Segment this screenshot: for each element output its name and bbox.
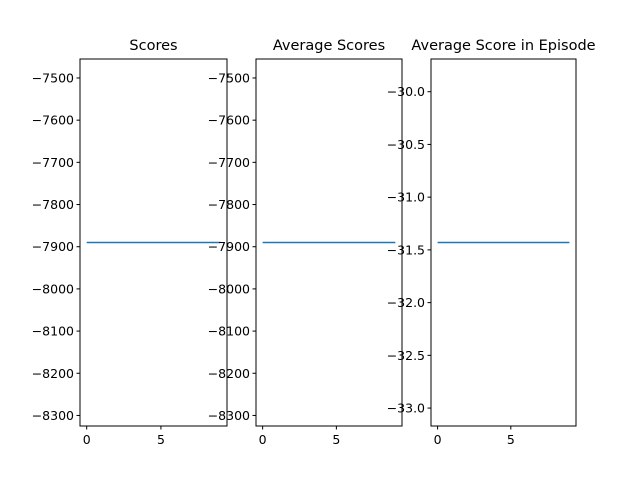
y-tick-label: −8100 [208,324,250,339]
chart-panel-1: −8300 −8200 −8100 −8000 −7900 −7800 −7700 −7600… [32,38,228,447]
y-tick-label: −8000 [208,281,250,296]
x-tick-label: 5 [507,432,515,447]
y-tick-label: −7800 [32,197,74,212]
y-tick-label: −8100 [32,324,74,339]
chart-panel-2: −8300 −8200 −8100 −8000 −7900 −7800 −7700 −7600… [208,38,403,447]
y-tick-label: −33.0 [387,401,425,416]
axes-frame [255,58,403,427]
y-tick-label: −8200 [208,366,250,381]
y-tick-label: −30.0 [387,84,425,99]
y-tick-label: −7900 [32,239,74,254]
y-tick-label: −32.5 [387,348,425,363]
axes-frame [79,58,228,427]
y-tick-label: −30.5 [387,137,425,152]
y-tick-label: −8300 [208,408,250,423]
y-tick-label: −7600 [208,113,250,128]
chart-panel-3: −33.0 −32.5 −32.0 −31.5 −31.0 −30.5 −30.0 0 5 Ave… [387,38,596,447]
y-tick-label: −7500 [208,70,250,85]
chart-title: Average Scores [273,38,385,54]
y-tick-label: −31.5 [387,242,425,257]
axes-frame [430,58,577,427]
x-tick-label: 0 [259,432,267,447]
y-tick-label: −8300 [32,408,74,423]
y-tick-label: −31.0 [387,190,425,205]
x-tick-label: 0 [434,432,442,447]
y-tick-label: −7600 [32,113,74,128]
x-tick-label: 5 [332,432,340,447]
chart-title: Average Score in Episode [411,38,595,54]
x-tick-label: 0 [83,432,91,447]
y-tick-label: −8200 [32,366,74,381]
x-tick-label: 5 [157,432,165,447]
y-tick-label: −32.0 [387,295,425,310]
y-tick-label: −7900 [208,239,250,254]
y-tick-label: −7800 [208,197,250,212]
y-tick-label: −8000 [32,281,74,296]
y-tick-label: −7500 [32,70,74,85]
y-tick-label: −7700 [208,155,250,170]
y-tick-label: −7700 [32,155,74,170]
chart-title: Scores [129,38,177,54]
